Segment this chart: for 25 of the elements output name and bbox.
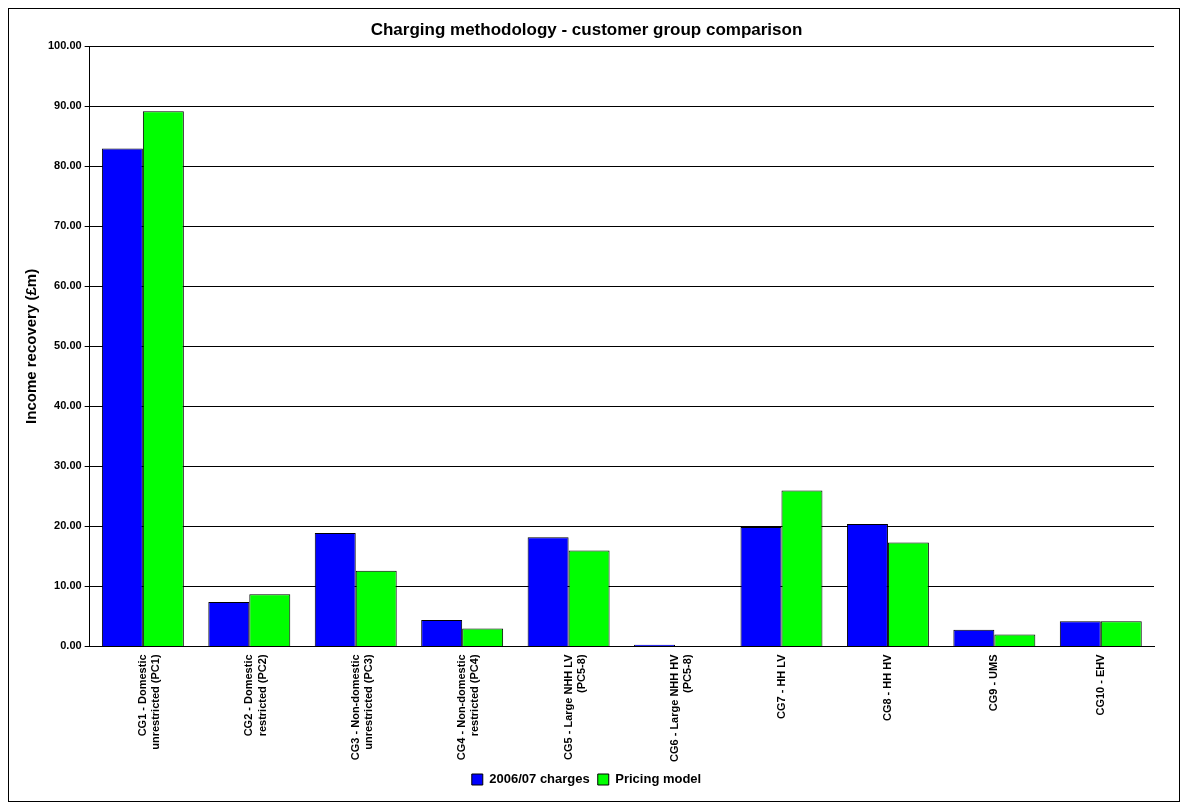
y-tick-label: 90.00 bbox=[54, 99, 82, 112]
x-tick-label: CG9 - UMS bbox=[987, 654, 1000, 712]
y-tick-label: 50.00 bbox=[54, 339, 82, 352]
x-tick-label: CG1 - Domestic unrestricted (PC1) bbox=[135, 654, 162, 750]
x-tick-label: CG2 - Domestic restricted (PC2) bbox=[242, 654, 268, 737]
x-tick-label: CG6 - Large NHH HV (PC5-8) bbox=[668, 653, 694, 763]
y-tick-label: 70.00 bbox=[54, 219, 82, 232]
y-tick-label: 40.00 bbox=[54, 399, 82, 412]
x-tick-label: CG4 - Non-domestic restricted (PC4) bbox=[455, 654, 481, 761]
y-tick-label: 100.00 bbox=[47, 39, 82, 52]
legend-label: Pricing model bbox=[615, 771, 702, 787]
y-tick-label: 20.00 bbox=[54, 519, 82, 532]
y-tick-label: 80.00 bbox=[54, 159, 82, 172]
x-tick-label: CG5 - Large NHH LV (PC5-8) bbox=[561, 653, 587, 760]
y-tick-label: 10.00 bbox=[54, 579, 82, 592]
chart-title: Charging methodology - customer group comparison bbox=[370, 19, 803, 39]
x-tick-label: CG7 - HH LV bbox=[774, 653, 787, 720]
y-tick-label: 60.00 bbox=[54, 279, 82, 292]
x-tick-label: CG3 - Non-domestic unrestricted (PC3) bbox=[348, 654, 374, 761]
y-tick-label: 30.00 bbox=[54, 459, 82, 472]
x-tick-label: CG10 - EHV bbox=[1093, 653, 1106, 716]
legend-label: 2006/07 charges bbox=[489, 771, 590, 787]
x-tick-label: CG8 - HH HV bbox=[880, 653, 893, 722]
y-tick-label: 0.00 bbox=[60, 639, 82, 652]
y-axis-title: Income recovery (£m) bbox=[22, 268, 40, 424]
